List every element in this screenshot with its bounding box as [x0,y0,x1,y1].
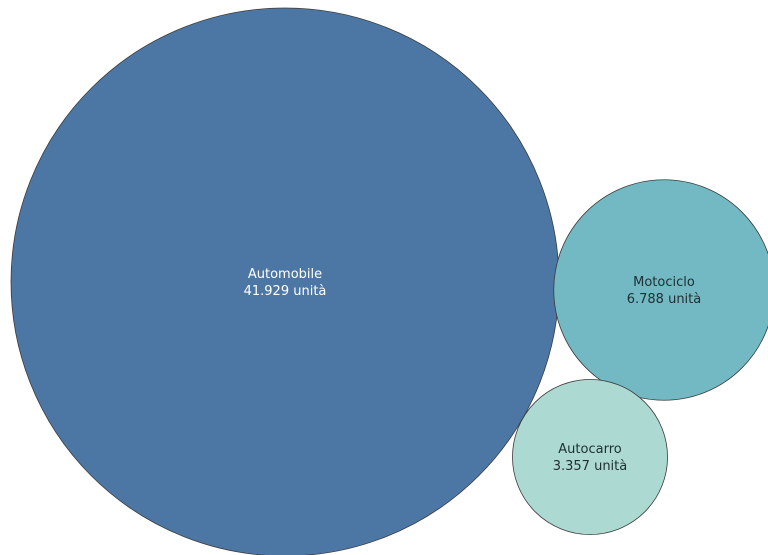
bubble-motociclo[interactable] [553,179,768,401]
bubble-label-motociclo: Motociclo [633,275,695,290]
bubble-value-motociclo: 6.788 unità [627,292,702,307]
bubble-value-autocarro: 3.357 unità [553,459,628,474]
bubble-autocarro[interactable] [512,379,668,535]
bubble-label-autocarro: Autocarro [558,442,621,457]
bubble-label-automobile: Automobile [248,267,322,282]
bubble-value-automobile: 41.929 unità [244,284,327,299]
